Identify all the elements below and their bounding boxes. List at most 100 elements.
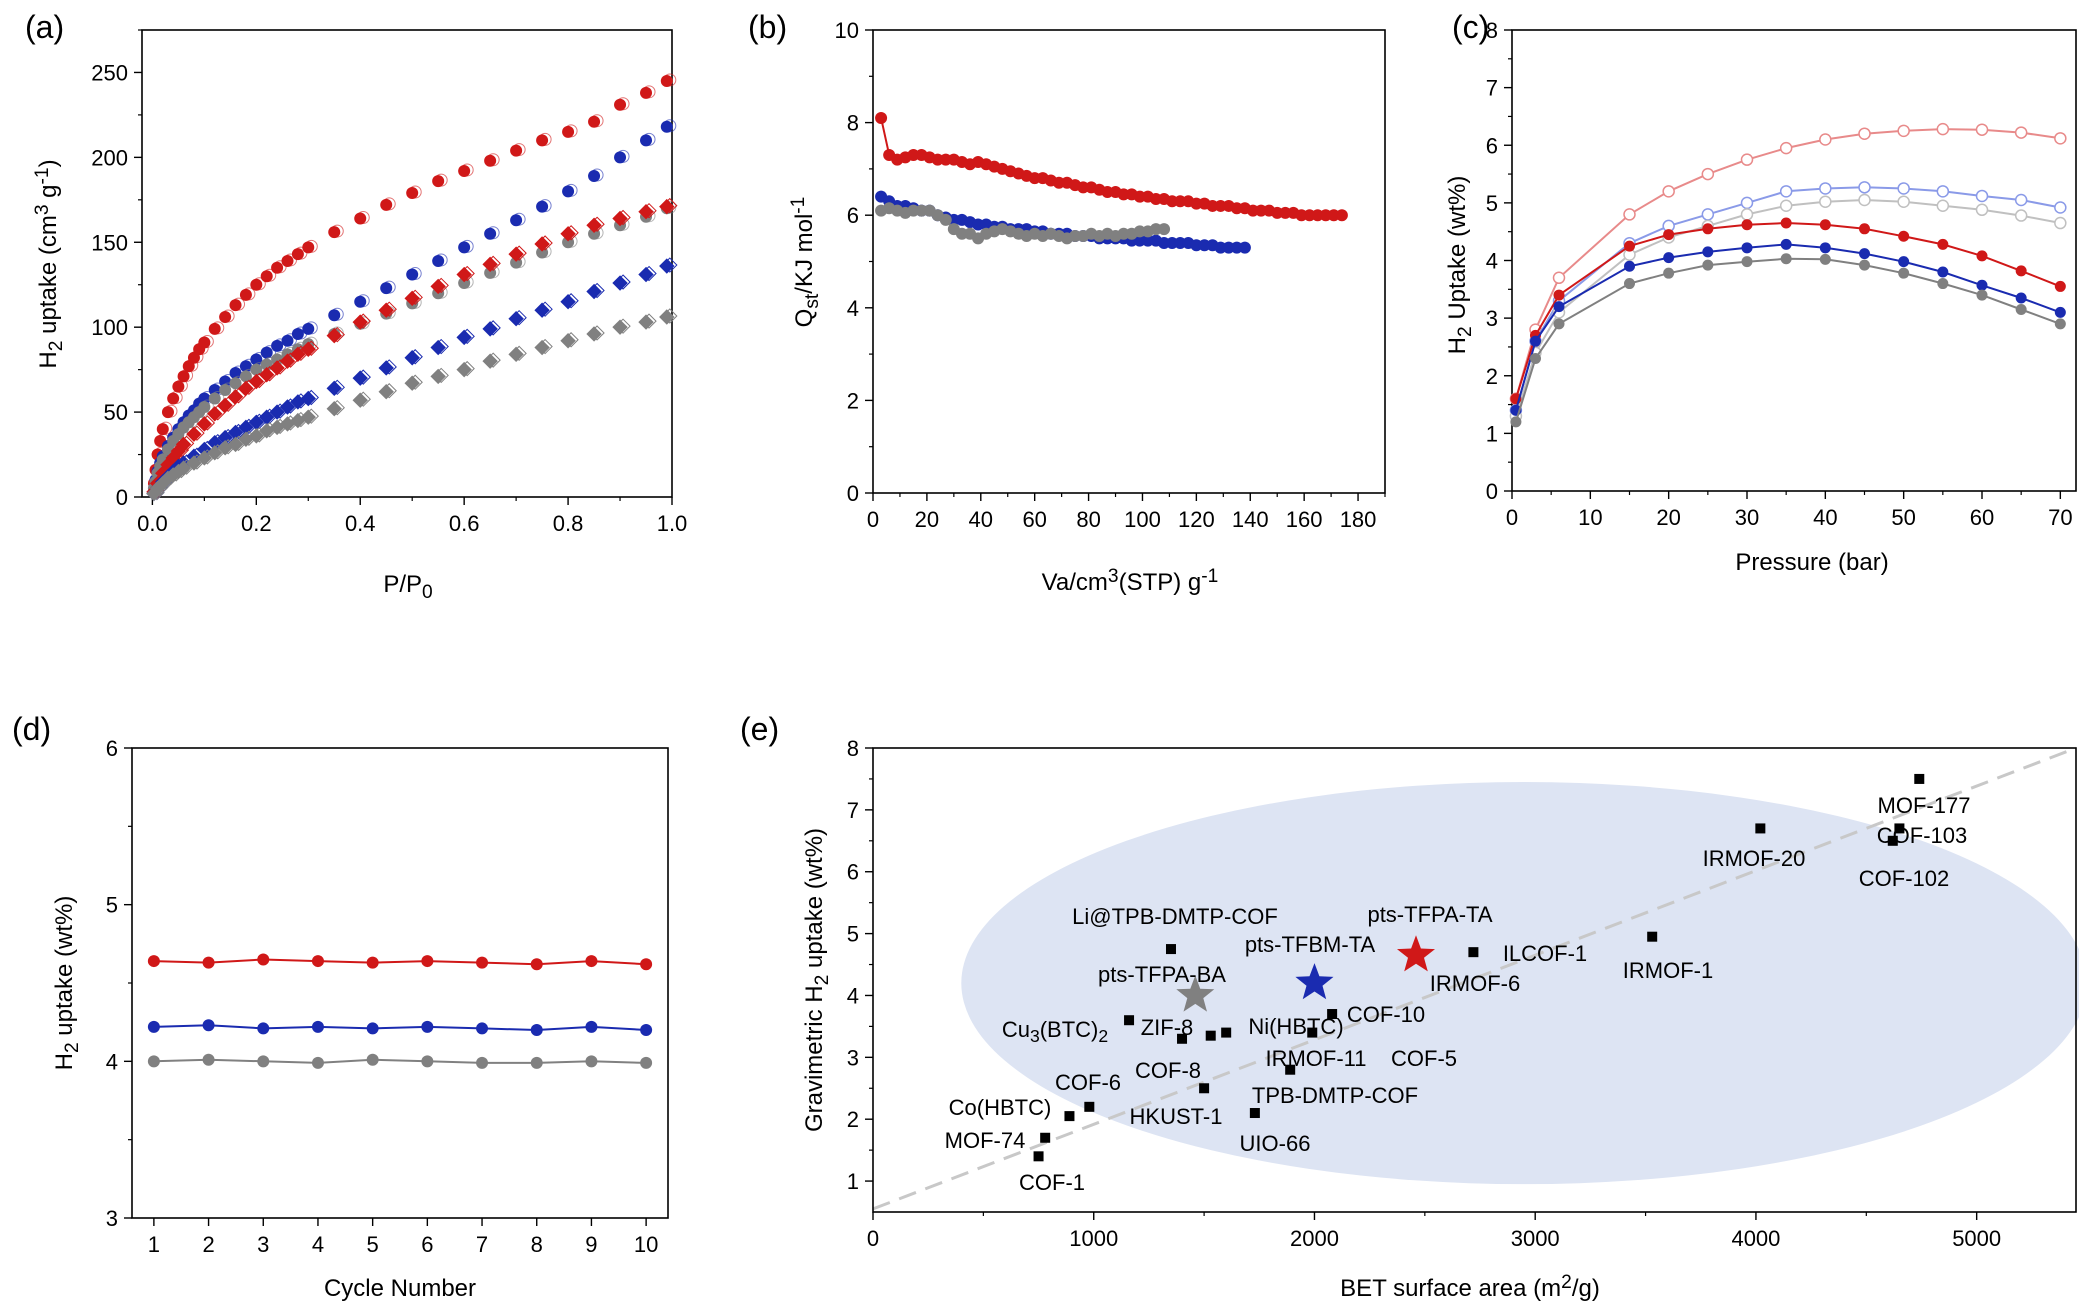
- adsorption-point: [508, 346, 524, 363]
- data-point: [585, 955, 598, 968]
- adsorption-point: [534, 302, 550, 318]
- adsorption-point: [614, 151, 627, 164]
- data-point: [1819, 195, 1832, 208]
- adsorption-point: [586, 283, 602, 300]
- adsorption-point: [586, 326, 602, 342]
- point-label: MOF-177: [1878, 793, 1971, 818]
- x-axis-title-part: BET surface area (m: [1340, 1275, 1561, 1302]
- data-point: [1624, 278, 1635, 290]
- adsorption-point: [562, 185, 575, 198]
- x-axis-title-part: -1: [1201, 566, 1218, 587]
- y-tick-label: 4: [847, 296, 859, 321]
- star-marker: [1176, 975, 1215, 1012]
- adsorption-point: [300, 409, 316, 425]
- adsorption-point: [482, 321, 498, 337]
- y-axis-title-part: 3: [32, 205, 53, 216]
- adsorption-point: [404, 290, 420, 307]
- data-point: [311, 955, 324, 968]
- data-point: [1858, 127, 1871, 140]
- adsorption-point: [196, 416, 213, 432]
- y-axis-title-part: Uptake (wt%): [1444, 176, 1471, 327]
- adsorption-point: [378, 360, 394, 376]
- adsorption-point: [271, 353, 284, 366]
- y-tick-label: 6: [847, 203, 859, 228]
- adsorption-point: [271, 339, 284, 352]
- data-point: [1307, 1027, 1318, 1038]
- y-axis-title-part: -1: [32, 167, 53, 184]
- data-point: [1285, 1064, 1296, 1075]
- y-tick-label: 50: [104, 400, 128, 425]
- data-point: [939, 213, 952, 226]
- adsorption-point: [612, 275, 628, 291]
- data-point: [1663, 252, 1675, 264]
- adsorption-point: [354, 212, 367, 225]
- adsorption-point: [510, 144, 523, 157]
- data-point: [2054, 201, 2067, 214]
- data-point: [1779, 141, 1793, 155]
- x-tick-label: 80: [1076, 507, 1100, 532]
- data-point: [1858, 193, 1871, 207]
- x-tick-label: 100: [1124, 507, 1161, 532]
- adsorption-point: [300, 341, 316, 357]
- adsorption-point: [456, 361, 472, 378]
- y-axis-title-part: uptake (wt%): [801, 828, 828, 975]
- data-point: [1741, 242, 1753, 254]
- series-line: [153, 1058, 647, 1064]
- y-tick-label: 1: [1486, 421, 1498, 446]
- data-point: [1976, 289, 1988, 301]
- x-tick-label: 5000: [1952, 1226, 2001, 1251]
- data-point: [1897, 182, 1910, 195]
- data-point: [1663, 267, 1675, 279]
- data-point: [1741, 256, 1753, 268]
- adsorption-point: [260, 346, 273, 359]
- adsorption-point: [175, 460, 192, 476]
- data-point: [476, 1056, 489, 1069]
- adsorption-point: [404, 350, 420, 366]
- y-tick-label: 6: [106, 736, 118, 761]
- x-tick-label: 50: [1891, 505, 1915, 530]
- data-point: [530, 958, 543, 971]
- x-tick-label: 20: [915, 507, 939, 532]
- data-point: [1084, 1101, 1095, 1112]
- adsorption-point: [167, 392, 180, 405]
- y-tick-label: 100: [91, 315, 128, 340]
- data-point: [1510, 416, 1522, 428]
- data-point: [1780, 253, 1792, 265]
- adsorption-point: [250, 363, 263, 376]
- data-point: [640, 958, 653, 971]
- adsorption-point: [612, 319, 628, 335]
- data-point: [1701, 167, 1715, 181]
- point-label: IRMOF-1: [1623, 958, 1713, 983]
- point-label: IRMOF-11: [1265, 1046, 1366, 1071]
- y-tick-label: 4: [847, 983, 859, 1008]
- point-label: Li@TPB-DMTP-COF: [1072, 904, 1278, 929]
- adsorption-point: [638, 266, 654, 283]
- adsorption-point: [560, 333, 576, 349]
- adsorption-point: [207, 445, 223, 461]
- point-label: COF-1: [1019, 1170, 1085, 1195]
- y-tick-label: 8: [847, 111, 859, 136]
- x-tick-label: 1000: [1069, 1226, 1118, 1251]
- point-label: COF-10: [1347, 1002, 1425, 1027]
- adsorption-point: [302, 322, 315, 335]
- data-point: [1894, 823, 1905, 834]
- data-point: [1741, 219, 1753, 231]
- x-tick-label: 0.4: [345, 511, 376, 536]
- data-point: [1936, 122, 1950, 136]
- data-point: [1819, 253, 1831, 265]
- y-axis-title: Gravimetric H2 uptake (wt%): [801, 828, 833, 1132]
- y-tick-label: 7: [1486, 76, 1498, 101]
- y-tick-label: 5: [106, 893, 118, 918]
- data-point: [1553, 318, 1565, 330]
- adsorption-point: [271, 261, 284, 274]
- data-point: [1662, 185, 1675, 198]
- x-tick-label: 2: [202, 1232, 214, 1257]
- data-point: [1914, 773, 1925, 784]
- adsorption-point: [456, 329, 472, 346]
- x-tick-label: 0.0: [137, 511, 168, 536]
- data-point: [1327, 1009, 1338, 1020]
- data-point: [1859, 248, 1870, 260]
- adsorption-point: [536, 134, 549, 147]
- adsorption-point: [536, 200, 549, 213]
- adsorption-point: [219, 310, 232, 323]
